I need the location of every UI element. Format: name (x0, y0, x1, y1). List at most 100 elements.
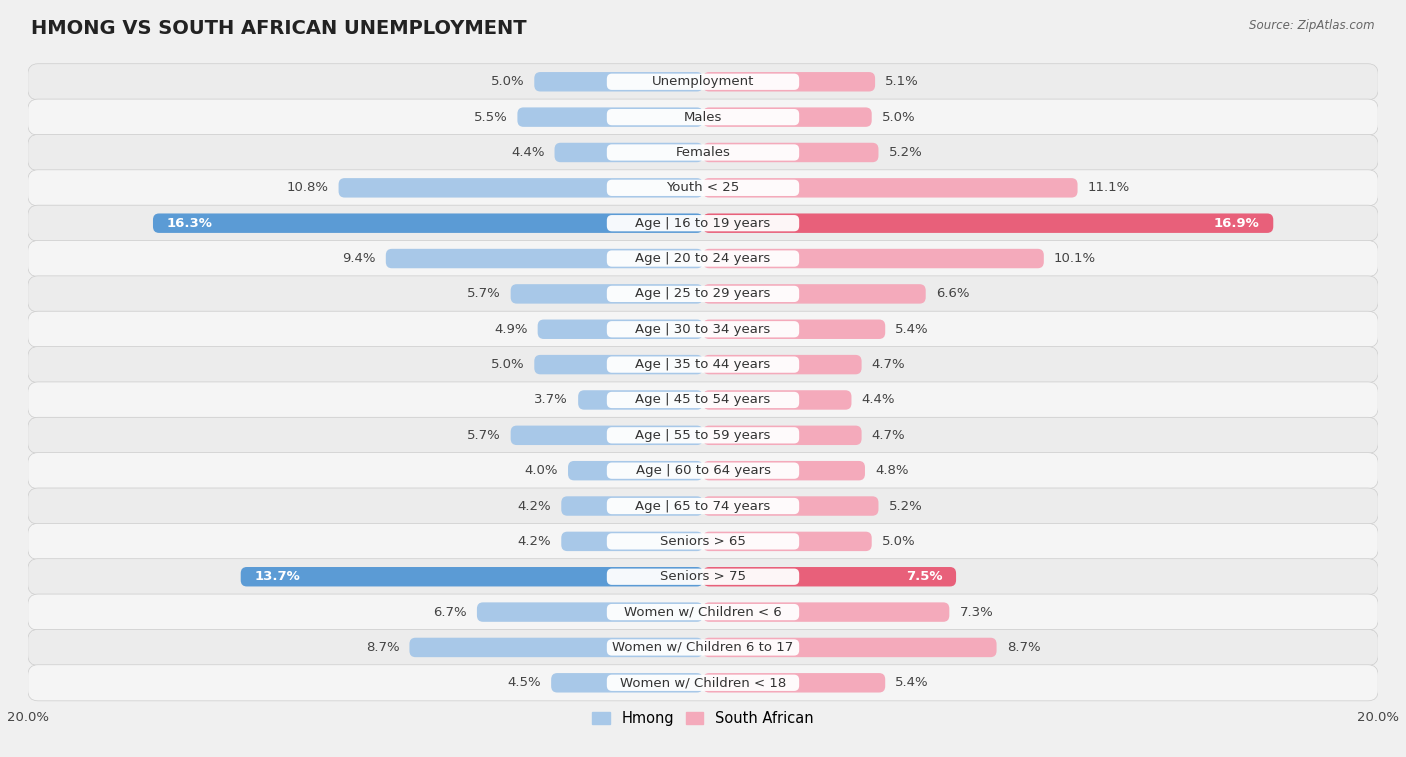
FancyBboxPatch shape (607, 357, 799, 372)
Text: 4.4%: 4.4% (510, 146, 544, 159)
FancyBboxPatch shape (703, 143, 879, 162)
Text: 9.4%: 9.4% (342, 252, 375, 265)
FancyBboxPatch shape (28, 594, 1378, 630)
Text: Males: Males (683, 111, 723, 123)
Text: 5.2%: 5.2% (889, 146, 922, 159)
Text: 11.1%: 11.1% (1088, 182, 1130, 195)
FancyBboxPatch shape (703, 673, 886, 693)
FancyBboxPatch shape (28, 64, 1378, 100)
FancyBboxPatch shape (28, 382, 1378, 418)
Text: 4.8%: 4.8% (875, 464, 908, 477)
FancyBboxPatch shape (561, 497, 703, 516)
Text: Age | 20 to 24 years: Age | 20 to 24 years (636, 252, 770, 265)
Text: 5.0%: 5.0% (882, 111, 915, 123)
FancyBboxPatch shape (409, 637, 703, 657)
FancyBboxPatch shape (28, 311, 1378, 347)
Text: 5.0%: 5.0% (491, 75, 524, 89)
FancyBboxPatch shape (607, 674, 799, 691)
Text: 7.5%: 7.5% (905, 570, 942, 583)
FancyBboxPatch shape (703, 567, 956, 587)
FancyBboxPatch shape (703, 319, 886, 339)
Text: 7.3%: 7.3% (959, 606, 993, 618)
Text: 6.7%: 6.7% (433, 606, 467, 618)
FancyBboxPatch shape (28, 629, 1378, 665)
Text: 4.4%: 4.4% (862, 394, 896, 407)
FancyBboxPatch shape (607, 109, 799, 125)
FancyBboxPatch shape (607, 498, 799, 514)
FancyBboxPatch shape (28, 205, 1378, 241)
Text: Seniors > 75: Seniors > 75 (659, 570, 747, 583)
FancyBboxPatch shape (703, 391, 852, 410)
FancyBboxPatch shape (607, 179, 799, 196)
FancyBboxPatch shape (28, 453, 1378, 489)
Text: 5.5%: 5.5% (474, 111, 508, 123)
Text: Age | 65 to 74 years: Age | 65 to 74 years (636, 500, 770, 512)
FancyBboxPatch shape (28, 488, 1378, 524)
FancyBboxPatch shape (28, 417, 1378, 453)
Text: 5.0%: 5.0% (882, 535, 915, 548)
Text: Women w/ Children 6 to 17: Women w/ Children 6 to 17 (613, 641, 793, 654)
Text: 5.4%: 5.4% (896, 676, 929, 690)
FancyBboxPatch shape (385, 249, 703, 268)
Text: 4.2%: 4.2% (517, 535, 551, 548)
FancyBboxPatch shape (607, 569, 799, 585)
FancyBboxPatch shape (607, 640, 799, 656)
FancyBboxPatch shape (28, 241, 1378, 276)
Text: Age | 45 to 54 years: Age | 45 to 54 years (636, 394, 770, 407)
FancyBboxPatch shape (607, 604, 799, 620)
Text: 10.8%: 10.8% (287, 182, 329, 195)
FancyBboxPatch shape (703, 603, 949, 621)
FancyBboxPatch shape (240, 567, 703, 587)
FancyBboxPatch shape (551, 673, 703, 693)
Text: Age | 35 to 44 years: Age | 35 to 44 years (636, 358, 770, 371)
FancyBboxPatch shape (28, 347, 1378, 382)
FancyBboxPatch shape (534, 355, 703, 374)
Text: 5.2%: 5.2% (889, 500, 922, 512)
FancyBboxPatch shape (607, 145, 799, 160)
Text: Source: ZipAtlas.com: Source: ZipAtlas.com (1250, 19, 1375, 32)
FancyBboxPatch shape (607, 427, 799, 444)
FancyBboxPatch shape (607, 286, 799, 302)
FancyBboxPatch shape (28, 170, 1378, 206)
Text: 3.7%: 3.7% (534, 394, 568, 407)
FancyBboxPatch shape (510, 284, 703, 304)
FancyBboxPatch shape (703, 461, 865, 481)
FancyBboxPatch shape (339, 178, 703, 198)
FancyBboxPatch shape (607, 73, 799, 90)
FancyBboxPatch shape (607, 215, 799, 232)
FancyBboxPatch shape (578, 391, 703, 410)
FancyBboxPatch shape (607, 533, 799, 550)
FancyBboxPatch shape (534, 72, 703, 92)
Text: Seniors > 65: Seniors > 65 (659, 535, 747, 548)
Text: 4.0%: 4.0% (524, 464, 558, 477)
FancyBboxPatch shape (607, 321, 799, 338)
FancyBboxPatch shape (510, 425, 703, 445)
Text: 6.6%: 6.6% (936, 288, 969, 301)
FancyBboxPatch shape (554, 143, 703, 162)
Text: Females: Females (675, 146, 731, 159)
FancyBboxPatch shape (28, 135, 1378, 170)
FancyBboxPatch shape (28, 276, 1378, 312)
Text: Age | 60 to 64 years: Age | 60 to 64 years (636, 464, 770, 477)
Text: 16.3%: 16.3% (166, 217, 212, 229)
Text: 13.7%: 13.7% (254, 570, 299, 583)
FancyBboxPatch shape (703, 355, 862, 374)
FancyBboxPatch shape (28, 523, 1378, 559)
FancyBboxPatch shape (28, 665, 1378, 701)
Text: 4.9%: 4.9% (494, 322, 527, 336)
FancyBboxPatch shape (703, 284, 925, 304)
Text: 4.7%: 4.7% (872, 428, 905, 442)
Text: 4.5%: 4.5% (508, 676, 541, 690)
Text: 4.7%: 4.7% (872, 358, 905, 371)
Text: HMONG VS SOUTH AFRICAN UNEMPLOYMENT: HMONG VS SOUTH AFRICAN UNEMPLOYMENT (31, 19, 527, 38)
FancyBboxPatch shape (153, 213, 703, 233)
FancyBboxPatch shape (703, 637, 997, 657)
Text: Age | 16 to 19 years: Age | 16 to 19 years (636, 217, 770, 229)
Text: Age | 55 to 59 years: Age | 55 to 59 years (636, 428, 770, 442)
Text: 4.2%: 4.2% (517, 500, 551, 512)
FancyBboxPatch shape (703, 497, 879, 516)
Text: 10.1%: 10.1% (1054, 252, 1097, 265)
FancyBboxPatch shape (561, 531, 703, 551)
Text: 16.9%: 16.9% (1213, 217, 1260, 229)
FancyBboxPatch shape (703, 72, 875, 92)
